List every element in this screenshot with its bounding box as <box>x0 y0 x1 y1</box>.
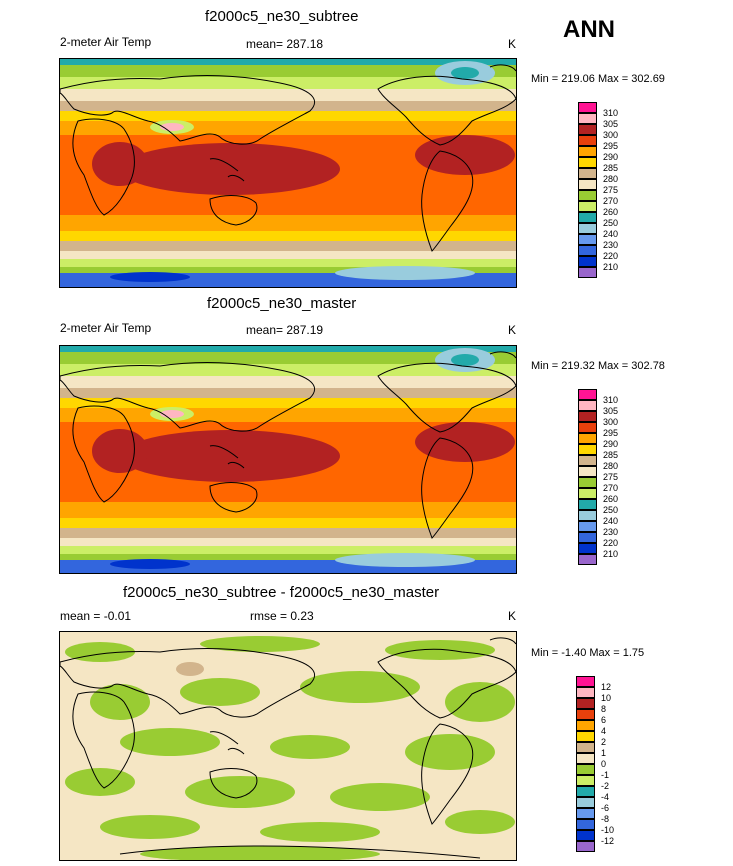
legend-label: 300 <box>603 130 619 140</box>
legend-label: 275 <box>603 472 619 482</box>
legend-label: 220 <box>603 538 619 548</box>
legend-label: 305 <box>603 119 619 129</box>
legend-label: -6 <box>601 803 610 813</box>
panel1-map-svg <box>60 59 516 287</box>
legend-label: -2 <box>601 781 610 791</box>
legend-label: 270 <box>603 196 619 206</box>
panel2-map-svg <box>60 346 516 573</box>
legend-label: 0 <box>601 759 607 769</box>
panel3-units: K <box>508 609 517 623</box>
legend-label: 285 <box>603 163 619 173</box>
legend-label: 12 <box>601 682 612 692</box>
panel2-units: K <box>508 323 517 337</box>
panel1-map <box>59 58 517 288</box>
panel2-map <box>59 345 517 574</box>
legend-label: 10 <box>601 693 612 703</box>
legend-label: 305 <box>603 406 619 416</box>
panel3-map <box>59 631 517 861</box>
legend-label: 4 <box>601 726 607 736</box>
legend-label: 290 <box>603 439 619 449</box>
legend-label: 240 <box>603 516 619 526</box>
legend-label: 295 <box>603 428 619 438</box>
panel1-units: K <box>508 37 517 51</box>
legend-label: 285 <box>603 450 619 460</box>
legend-label: 210 <box>603 262 619 272</box>
panel2-left-label: 2-meter Air Temp <box>60 321 152 335</box>
legend-label: 275 <box>603 185 619 195</box>
legend-label: 260 <box>603 494 619 504</box>
legend-label: 8 <box>601 704 607 714</box>
legend-label: 210 <box>603 549 619 559</box>
legend-label: -10 <box>601 825 615 835</box>
legend-label: 310 <box>603 395 619 405</box>
legend-label: 250 <box>603 505 619 515</box>
legend-label: 290 <box>603 152 619 162</box>
legend-label: -4 <box>601 792 610 802</box>
legend-label: 240 <box>603 229 619 239</box>
panel1-title: f2000c5_ne30_subtree <box>205 8 359 25</box>
panel2-mean: mean= 287.19 <box>246 323 324 337</box>
panel1-left-label: 2-meter Air Temp <box>60 35 152 49</box>
legend-label: -1 <box>601 770 610 780</box>
panel2-title: f2000c5_ne30_master <box>207 295 357 312</box>
legend-label: 2 <box>601 737 607 747</box>
legend-label: 250 <box>603 218 619 228</box>
legend-label: 310 <box>603 108 619 118</box>
legend-label: 230 <box>603 527 619 537</box>
panel3-mean: mean = -0.01 <box>60 609 132 623</box>
legend-label: 6 <box>601 715 607 725</box>
legend-label: -8 <box>601 814 610 824</box>
panel1-mean: mean= 287.18 <box>246 37 324 51</box>
season-label: ANN <box>563 16 615 43</box>
legend-label: 295 <box>603 141 619 151</box>
legend-label: 220 <box>603 251 619 261</box>
panel3-title: f2000c5_ne30_subtree - f2000c5_ne30_mast… <box>123 584 440 601</box>
panel3-rmse: rmse = 0.23 <box>250 609 314 623</box>
panel3-minmax: Min = -1.40 Max = 1.75 <box>531 647 645 659</box>
panel3-map-svg <box>60 632 516 860</box>
legend-label: 280 <box>603 174 619 184</box>
legend-label: 280 <box>603 461 619 471</box>
legend-label: 260 <box>603 207 619 217</box>
legend-label: 230 <box>603 240 619 250</box>
panel2-minmax: Min = 219.32 Max = 302.78 <box>531 360 665 372</box>
legend-label: 300 <box>603 417 619 427</box>
legend-label: -12 <box>601 836 615 846</box>
panel1-minmax: Min = 219.06 Max = 302.69 <box>531 73 665 85</box>
legend-label: 270 <box>603 483 619 493</box>
legend-label: 1 <box>601 748 607 758</box>
